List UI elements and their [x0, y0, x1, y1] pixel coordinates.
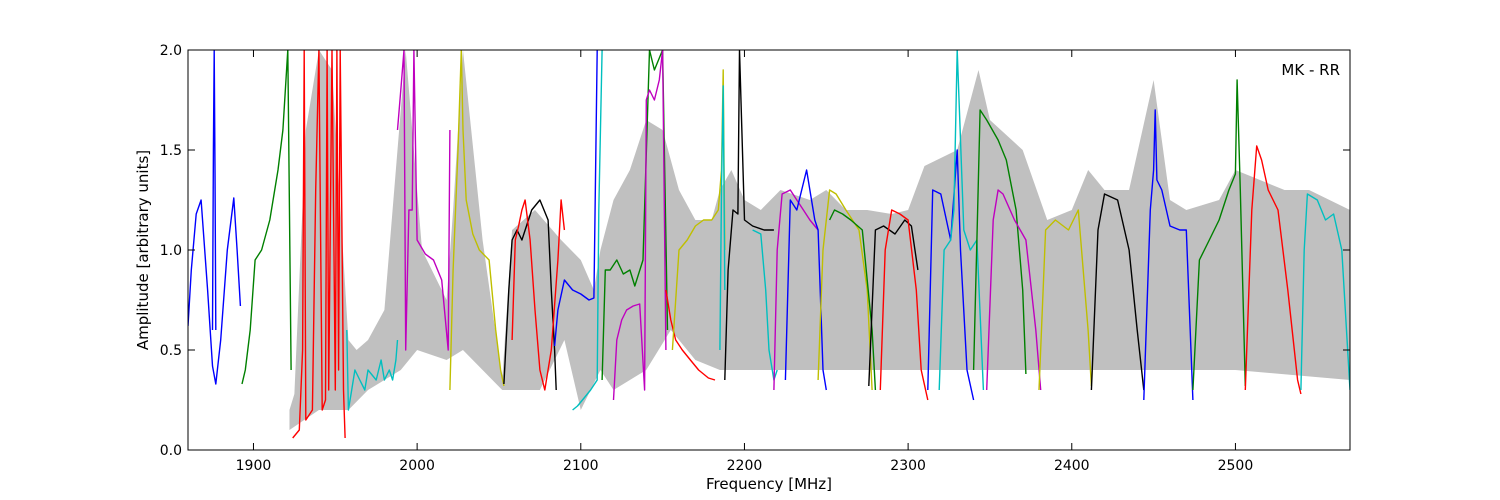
series-line-19 [773, 189, 819, 391]
series-line-17 [724, 50, 774, 381]
x-axis-title: Frequency [MHz] [706, 475, 832, 493]
series-line-20 [784, 169, 827, 391]
x-tick-label: 2500 [1218, 458, 1254, 474]
x-tick-label: 2200 [727, 458, 763, 474]
series-line-13 [612, 50, 667, 401]
x-tick-label: 1900 [236, 458, 272, 474]
y-tick-label: 0.0 [160, 443, 182, 459]
series-line-5 [346, 329, 399, 411]
series-line-34 [1300, 193, 1350, 391]
series-line-8 [503, 199, 557, 391]
y-tick-label: 0.5 [160, 343, 182, 359]
series-line-12 [601, 50, 669, 381]
series-line-30 [1090, 193, 1145, 391]
x-tick-label: 2300 [890, 458, 926, 474]
series-line-6 [396, 50, 451, 351]
x-tick-label: 2400 [1054, 458, 1090, 474]
y-tick-label: 1.5 [160, 143, 182, 159]
series-line-14 [665, 289, 716, 381]
series-line-27 [972, 109, 1027, 375]
series-line-22 [828, 209, 877, 391]
series-line-16 [719, 85, 726, 351]
series-line-2 [211, 50, 217, 331]
series-line-24 [879, 209, 929, 401]
series-line-11 [572, 50, 603, 411]
series-line-31 [1143, 109, 1194, 401]
y-tick-label: 1.0 [160, 243, 182, 259]
series-line-1 [188, 197, 242, 385]
series-line-29 [1038, 209, 1093, 391]
series-line-28 [986, 189, 1042, 391]
series-line-9 [511, 199, 566, 391]
y-axis-title: Amplitude [arbitrary units] [134, 150, 152, 350]
series-line-32 [1192, 79, 1246, 391]
y-tick-label: 2.0 [160, 43, 182, 59]
background-envelope [289, 50, 1350, 430]
series-layer [188, 50, 1350, 439]
envelope-layer [289, 50, 1350, 430]
series-line-3 [241, 50, 292, 385]
ticks-layer: 1900 2000 2100 2200 2300 2400 2500 0.0 0.5 1.0 1.5… [160, 43, 1350, 474]
x-tick-label: 2000 [399, 458, 435, 474]
series-line-23 [868, 219, 919, 387]
chart-annotation: MK - RR [1281, 61, 1340, 79]
series-line-4 [292, 50, 346, 439]
series-line-21 [817, 189, 873, 391]
x-tick-label: 2100 [563, 458, 599, 474]
series-line-26 [938, 50, 985, 391]
series-line-33 [1244, 145, 1302, 395]
series-line-7 [449, 50, 505, 391]
series-line-10 [553, 50, 598, 347]
